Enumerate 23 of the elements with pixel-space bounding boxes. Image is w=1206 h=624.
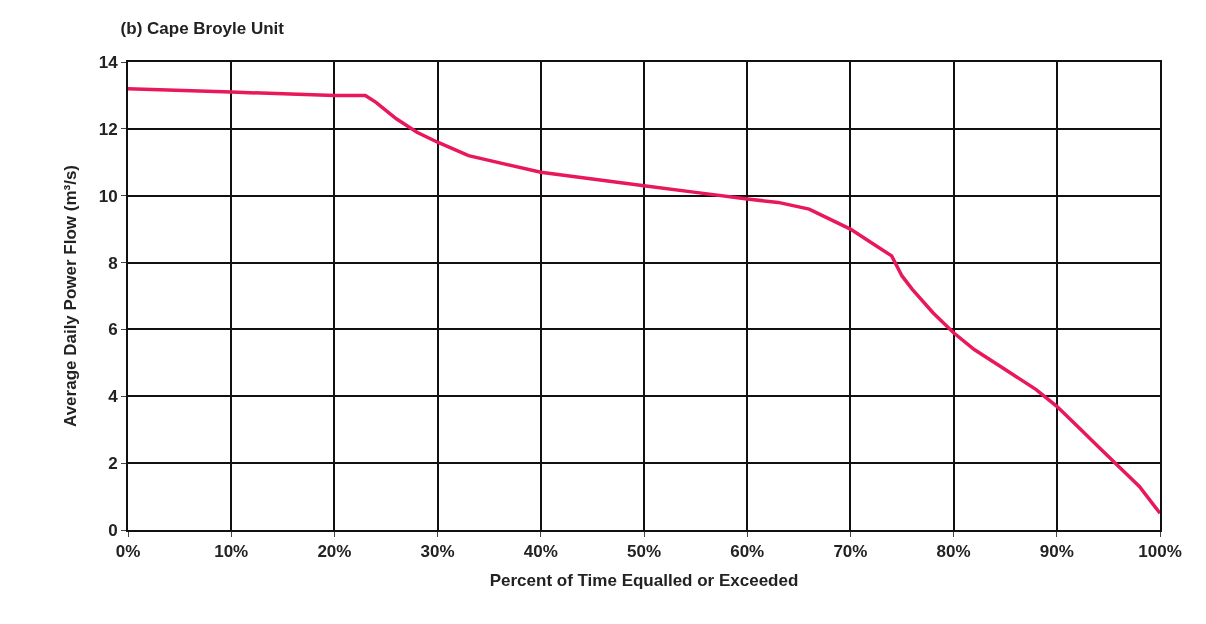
y-tick-label: 10 [98,186,118,206]
y-tick-label: 2 [108,454,118,474]
y-tick-label: 4 [108,387,119,407]
y-tick-label: 6 [108,320,118,340]
y-tick-label: 8 [108,253,118,273]
x-tick-label: 20% [317,542,352,562]
x-tick-label: 80% [936,542,971,562]
x-axis-title: Percent of Time Equalled or Exceeded [489,571,799,591]
y-tick-label: 12 [98,119,118,139]
x-tick-label: 40% [523,542,558,562]
x-tick-label: 100% [1138,542,1182,562]
y-axis-title: Average Daily Power Flow (m³/s) [60,165,80,427]
chart-title: (b) Cape Broyle Unit [120,18,285,38]
line-series [128,86,1160,516]
x-tick-label: 90% [1039,542,1074,562]
x-tick-label: 0% [115,542,141,562]
x-tick-label: 50% [626,542,662,562]
x-tick-label: 60% [730,542,765,562]
y-tick-label: 14 [98,52,119,72]
x-tick-label: 30% [420,542,455,562]
x-tick-label: 10% [214,542,249,562]
y-tick-label: 0 [108,520,118,540]
x-tick-label: 70% [833,542,868,562]
